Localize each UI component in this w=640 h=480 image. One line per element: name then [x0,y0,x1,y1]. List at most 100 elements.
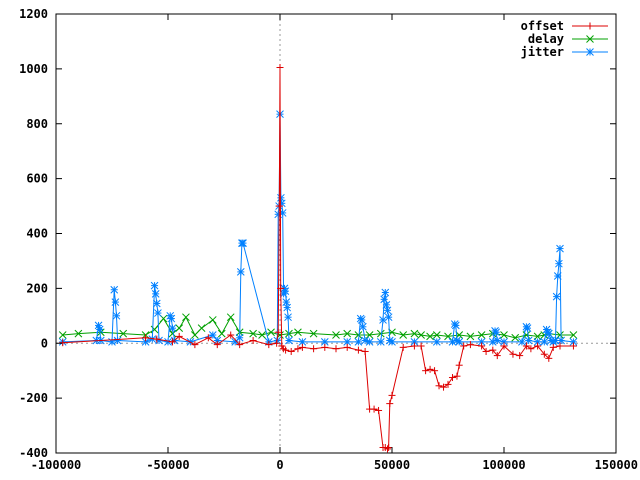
data-point-jitter [556,244,564,253]
data-point-jitter [235,333,244,342]
data-point-offset [545,354,553,362]
data-point-delay [258,331,266,339]
data-point-jitter [451,321,460,330]
y-tick-label: 200 [26,281,48,295]
data-point-delay [500,331,508,339]
data-point-jitter [448,338,457,346]
data-point-jitter [388,338,396,346]
data-point-delay [417,331,425,339]
data-point-jitter [379,316,387,324]
data-point-offset [534,342,542,350]
data-point-offset [384,445,392,453]
data-point-offset [422,367,430,375]
x-tick-label: -50000 [146,458,189,472]
data-point-jitter [361,336,369,345]
data-point-jitter [384,313,393,322]
data-point-offset [478,342,486,350]
data-point-delay [376,329,385,338]
data-point-jitter [343,338,352,346]
data-point-jitter [281,287,290,295]
data-point-delay [477,331,486,339]
data-point-jitter [359,322,367,331]
data-point-offset [460,342,468,350]
data-point-offset [153,335,161,343]
data-point-offset [276,64,284,72]
data-point-jitter [557,336,565,345]
data-point-offset [168,338,176,346]
legend-label-offset: offset [521,19,564,33]
data-point-offset [426,365,434,373]
data-point-jitter [283,303,292,312]
y-tick-label: 1200 [19,7,48,21]
data-point-offset [370,405,378,413]
data-point-delay [444,332,452,341]
data-point-delay [168,329,177,338]
data-point-offset [489,346,497,354]
data-point-delay [365,331,374,339]
data-point-offset [540,350,548,358]
data-point-jitter [284,313,292,322]
data-point-offset [332,345,340,353]
x-tick-label: 50000 [374,458,410,472]
data-point-offset [204,334,212,342]
data-point-delay [533,332,542,341]
data-point-jitter [111,298,120,306]
data-point-offset [444,380,452,388]
zero-axis-lines [56,14,616,453]
legend-marker-offset [586,22,594,30]
y-tick-label: 0 [41,336,48,350]
data-point-offset [386,400,394,408]
data-point-delay [432,331,441,339]
y-tick-label: 400 [26,227,48,241]
data-point-delay [74,329,83,338]
data-point-offset [213,341,221,349]
data-point-jitter [381,288,390,297]
data-point-offset [455,361,463,369]
data-point-offset [516,352,524,360]
y-tick-label: 1000 [19,62,48,76]
data-point-delay [119,329,128,338]
data-point-offset [175,332,183,340]
data-point-delay [399,331,408,339]
legend-label-jitter: jitter [521,45,564,59]
data-point-delay [569,331,578,339]
series-line-offset [62,67,574,450]
series-layer [58,64,578,453]
data-point-jitter [555,259,563,268]
data-point-offset [227,331,235,339]
data-point-delay [294,328,302,337]
data-point-jitter [544,329,553,338]
data-point-offset [466,341,474,349]
data-point-jitter [552,292,561,301]
data-point-offset [298,343,306,351]
data-point-jitter [376,338,385,346]
data-point-jitter [150,281,159,290]
data-point-jitter [95,325,104,334]
data-point-offset [500,342,508,350]
data-point-jitter [432,338,441,346]
y-tick-label: 800 [26,117,48,131]
data-point-jitter [236,268,245,276]
data-point-jitter [540,338,549,346]
x-tick-label: 0 [276,458,283,472]
data-point-offset [399,343,407,351]
series-offset [59,64,577,453]
data-point-offset [275,202,283,210]
x-tick-label: -100000 [31,458,82,472]
data-point-offset [191,341,199,349]
data-point-jitter [239,239,247,247]
data-point-jitter [168,324,177,333]
data-point-delay [343,329,352,338]
data-point-offset [522,342,530,350]
data-point-jitter [553,272,562,280]
data-point-jitter [383,306,392,315]
data-point-jitter [492,328,501,337]
data-point-jitter [112,311,121,320]
data-point-offset [282,346,290,354]
data-point-delay [58,331,67,339]
data-point-offset [361,347,369,355]
data-point-delay [466,332,475,341]
data-point-offset [435,382,443,390]
